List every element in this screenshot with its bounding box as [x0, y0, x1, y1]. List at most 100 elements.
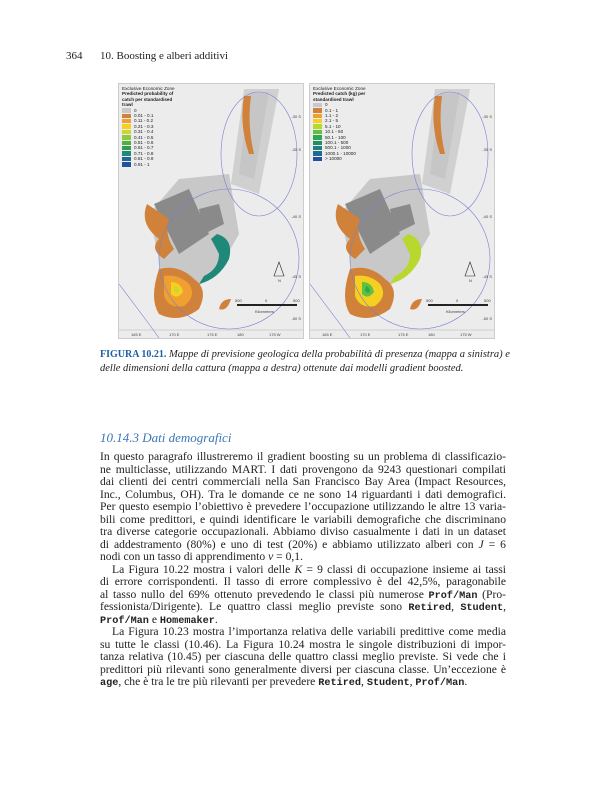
text-line: predittori più rilevanti sono generalmen…: [100, 662, 506, 677]
legend-label: > 10000: [325, 156, 342, 162]
legend-label: 0.1 - 1: [325, 107, 339, 113]
math-symbol: K: [294, 562, 303, 576]
legend-item: 50.1 - 100: [313, 135, 375, 140]
latitude-label: -35 S: [291, 147, 301, 152]
legend-label: 0.01 - 0.1: [134, 113, 154, 119]
legend-swatch: [313, 145, 322, 151]
chapter-title: 10. Boosting e alberi additivi: [100, 50, 229, 62]
code-term: Homemaker: [159, 615, 215, 627]
text-line: tanza relativa (10.45) per ciascuna dell…: [100, 650, 506, 664]
latitude-label: -45 S: [291, 274, 301, 279]
map-graphic: [119, 84, 303, 338]
legend-label: 0.51 - 0.6: [134, 140, 154, 146]
scale-unit: Kilometers: [446, 309, 465, 314]
text-line: di errore corrispondenti. Il tasso di er…: [100, 575, 506, 589]
text-line: di addestramento (80%) e uno di test (20…: [100, 537, 506, 552]
text-run: = 0,1.: [273, 550, 303, 563]
longitude-label: 175 W: [269, 332, 281, 337]
legend-swatch: [122, 140, 131, 145]
map-legend: Exclusive Economic Zone Predicted catch …: [313, 86, 375, 162]
legend-label: 5.1 - 10: [325, 123, 341, 129]
legend-item: 1.1 - 2: [313, 113, 375, 118]
text-line: Prof/Man e Homemaker.: [100, 613, 506, 627]
legend-swatch: [313, 140, 322, 145]
text-run: , che è tra le tre più rilevanti per pre…: [118, 675, 319, 688]
legend-swatch: [313, 113, 322, 118]
longitude-label: 175 W: [460, 332, 472, 337]
eez-label: Exclusive Economic Zone: [313, 86, 366, 91]
longitude-label: 170 E: [360, 332, 371, 337]
latitude-label: -50 S: [482, 316, 492, 321]
code-term: Student: [460, 603, 504, 614]
text-run: (Pro-: [477, 587, 506, 601]
text-run: al tasso nullo del 69% ottenuto preveden…: [100, 587, 429, 601]
text-run: Inc., Columbus, OH). Tra le domande ce n…: [100, 487, 506, 501]
eez-label: Exclusive Economic Zone: [122, 86, 175, 91]
legend-swatch: [122, 162, 131, 167]
catch-size-map: Exclusive Economic Zone Predicted catch …: [309, 83, 495, 339]
scale-label: 0: [265, 298, 268, 303]
legend-item: 0: [313, 102, 375, 107]
legend-item: 0.21 - 0.3: [122, 124, 184, 129]
text-line: nodi con un tasso di apprendimento ν = 0…: [100, 550, 506, 564]
text-line: bili come predittori, e quindi identific…: [100, 513, 506, 527]
legend-swatch: [313, 102, 322, 108]
legend-label: 0: [134, 107, 137, 113]
legend-item: 0.41 - 0.5: [122, 135, 184, 140]
text-line: Per questo esempio l’obiettivo è prevede…: [100, 500, 506, 514]
math-symbol: J: [478, 537, 484, 551]
math-symbol: ν: [268, 550, 274, 563]
legend-label: 0.81 - 0.9: [134, 156, 154, 162]
legend-item: 10.1 - 50: [313, 129, 375, 134]
latitude-label: -40 S: [482, 214, 492, 219]
text-run: dai clienti dei centri commerciali nella…: [100, 475, 506, 488]
longitude-label: 165 E: [131, 332, 142, 337]
text-run: di addestramento (80%) e uno di test (20…: [100, 537, 479, 551]
text-run: su tutte le classi (10.46). La Figura 10…: [100, 637, 506, 651]
latitude-label: -30 S: [482, 114, 492, 119]
legend-swatch: [313, 108, 322, 113]
text-run: .: [464, 675, 468, 688]
text-line: Inc., Columbus, OH). Tra le domande ce n…: [100, 487, 506, 502]
text-line: al tasso nullo del 69% ottenuto preveden…: [100, 587, 506, 602]
legend-item: 2.1 - 5: [313, 118, 375, 123]
north-arrow-label: N: [469, 278, 472, 283]
legend-item: 0.61 - 0.7: [122, 145, 184, 150]
caption-label: FIGURA 10.21.: [100, 349, 167, 360]
legend-item: 1000.1 - 10000: [313, 151, 375, 156]
legend-item: 0.51 - 0.6: [122, 140, 184, 145]
legend-swatch: [122, 129, 131, 135]
text-run: nodi con un tasso di apprendimento: [100, 550, 269, 563]
text-line: fessionista/Dirigente). Le quattro class…: [100, 600, 507, 614]
longitude-label: 180: [237, 332, 244, 337]
scale-label: 500: [484, 298, 491, 303]
legend-title: Predicted catch (kg) per standardised tr…: [313, 91, 366, 102]
legend-item: 0.1 - 1: [313, 108, 375, 113]
text-line: La Figura 10.22 mostra i valori delle K …: [100, 562, 506, 577]
text-run: ,: [361, 675, 367, 688]
legend-swatch: [313, 156, 322, 162]
legend-label: 1000.1 - 10000: [325, 150, 356, 156]
legend-item: 0.71 - 0.8: [122, 151, 184, 156]
legend-label: 1.1 - 2: [325, 113, 339, 119]
figure-caption: FIGURA 10.21. Mappe di previsione geolog…: [100, 348, 510, 375]
scale-label: 500: [235, 298, 242, 303]
legend-item: 5.1 - 10: [313, 124, 375, 129]
text-run: predittori più rilevanti sono generalmen…: [100, 662, 506, 676]
text-run: di errore corrispondenti. Il tasso di er…: [100, 575, 506, 588]
caption-text: Mappe di previsione geologica della prob…: [100, 349, 510, 374]
text-run: ,: [503, 600, 507, 613]
longitude-label: 175 E: [207, 332, 218, 337]
legend-item: 0: [122, 108, 184, 113]
text-run: In questo paragrafo illustreremo il grad…: [100, 450, 506, 463]
longitude-label: 170 E: [169, 332, 180, 337]
longitude-label: 175 E: [398, 332, 409, 337]
legend-label: 0.61 - 0.7: [134, 145, 154, 151]
code-term: Prof/Man: [428, 590, 478, 602]
legend-swatch: [122, 108, 131, 113]
probability-map: Exclusive Economic Zone Predicted probab…: [118, 83, 304, 339]
legend-label: 0.11 - 0.2: [134, 118, 154, 124]
legend-swatch: [122, 124, 131, 129]
code-term: Prof/Man: [100, 615, 149, 627]
text-run: ,: [451, 600, 461, 613]
